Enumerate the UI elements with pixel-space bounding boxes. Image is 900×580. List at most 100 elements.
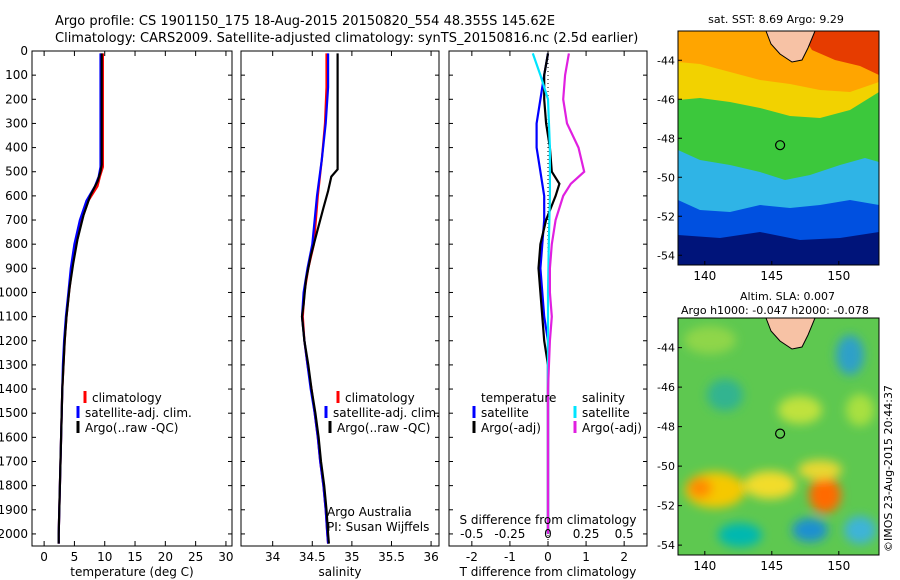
y-tick-label: 600 xyxy=(5,189,28,203)
salinity-note-line-1: Argo Australia xyxy=(327,505,412,519)
salinity-note-line-2: PI: Susan Wijffels xyxy=(327,520,429,534)
x-tick-label: 140 xyxy=(693,559,716,573)
sst-map-field xyxy=(678,31,879,265)
x-tick-label: 145 xyxy=(760,559,783,573)
salinity-legend: climatology satellite-adj. clim. Argo(..… xyxy=(324,391,440,435)
x-tick-label: 10 xyxy=(97,550,112,564)
y-tick-label: 1800 xyxy=(0,479,28,493)
y-tick-label: 1200 xyxy=(0,334,28,348)
legend-label-satellite: satellite-adj. clim. xyxy=(85,406,192,420)
x-tick-label: 36 xyxy=(423,550,438,564)
legend-label-t-satellite: satellite xyxy=(481,406,529,420)
difference-panel: -2 -1 0 1 2 temperature salinity satellite A… xyxy=(448,50,648,579)
y-tick-label: 1100 xyxy=(0,310,28,324)
series-line-argo-raw-qc- xyxy=(57,53,103,544)
y-tick-label: 200 xyxy=(5,92,28,106)
series-line-t-argo-adj- xyxy=(537,53,561,534)
y-tick-label: 1400 xyxy=(0,382,28,396)
y-tick-label: 100 xyxy=(5,68,28,82)
sla-map-title-line-1: Altim. SLA: 0.007 xyxy=(740,290,835,303)
series-line-argo-raw-qc- xyxy=(300,53,339,544)
x-tick-label: 34 xyxy=(265,550,280,564)
sst-map-title: sat. SST: 8.69 Argo: 9.29 xyxy=(708,13,844,26)
y-tick-label: 0 xyxy=(20,44,28,58)
difference-xlabel-top: S difference from climatology xyxy=(460,513,637,527)
difference-ticks: -2 -1 0 1 2 xyxy=(449,50,647,564)
y-tick-label: 700 xyxy=(5,213,28,227)
x-tick-label: 0 xyxy=(544,550,552,564)
x-tick-label: 0 xyxy=(40,550,48,564)
legend-header-temperature: temperature xyxy=(481,391,556,405)
y-tick-label: -52 xyxy=(657,210,675,223)
sla-map-ticks: 140 145 150 -44 -46 -48 -50 -52 -54 xyxy=(657,342,850,573)
salinity-xlabel: salinity xyxy=(318,565,361,579)
x-tick-label: 35 xyxy=(344,550,359,564)
tasmania-land xyxy=(765,318,816,350)
salinity-axes xyxy=(240,50,440,547)
legend-label-argo: Argo(..raw -QC) xyxy=(337,421,430,435)
sla-map-field xyxy=(678,318,879,555)
x-tick-label-s: 0.25 xyxy=(573,527,600,541)
y-tick-label: 1900 xyxy=(0,503,28,517)
sla-map-title-line-2: Argo h1000: -0.047 h2000: -0.078 xyxy=(681,304,869,317)
x-tick-label: 145 xyxy=(760,269,783,283)
x-tick-label: 150 xyxy=(827,559,850,573)
x-tick-label: 5 xyxy=(71,550,79,564)
y-tick-label: -44 xyxy=(657,342,675,355)
sst-hot-band xyxy=(800,31,879,75)
y-tick-label: 300 xyxy=(5,116,28,130)
legend-label-s-satellite: satellite xyxy=(582,406,630,420)
sst-map-panel: sat. SST: 8.69 Argo: 9.29 140 145 150 -44 -4… xyxy=(657,13,880,283)
x-tick-label-s: 0 xyxy=(544,527,552,541)
x-tick-label: 1 xyxy=(582,550,590,564)
temperature-xlabel: temperature (deg C) xyxy=(70,565,193,579)
float-position-marker xyxy=(775,428,786,439)
difference-legend: temperature salinity satellite Argo(-adj… xyxy=(472,391,642,435)
x-tick-label: 150 xyxy=(827,269,850,283)
y-tick-label: -48 xyxy=(657,421,675,434)
legend-label-argo: Argo(..raw -QC) xyxy=(85,421,178,435)
x-tick-label: 20 xyxy=(158,550,173,564)
y-tick-label: 400 xyxy=(5,141,28,155)
y-tick-label: 500 xyxy=(5,165,28,179)
salinity-panel: 34 34.5 35 35.5 36 climatology satellite-adj… xyxy=(240,50,440,579)
y-tick-label: 1700 xyxy=(0,454,28,468)
x-tick-label-s: -0.25 xyxy=(494,527,525,541)
x-tick-label: 2 xyxy=(620,550,628,564)
tasmania-land xyxy=(765,31,816,63)
imos-credit: ©IMOS 23-Aug-2015 20:44:37 xyxy=(882,385,895,552)
y-tick-label: 1500 xyxy=(0,406,28,420)
x-tick-label: 15 xyxy=(127,550,142,564)
title-line-2: Climatology: CARS2009. Satellite-adjuste… xyxy=(55,31,638,46)
difference-s-ticks: -0.5 -0.25 0 0.25 0.5 xyxy=(460,527,634,541)
temperature-axes xyxy=(31,50,233,547)
y-tick-label: -54 xyxy=(657,539,675,552)
legend-label-satellite: satellite-adj. clim. xyxy=(333,406,440,420)
y-tick-label: -46 xyxy=(657,93,675,106)
salinity-series xyxy=(300,53,339,544)
y-tick-label: 1600 xyxy=(0,430,28,444)
temperature-series xyxy=(57,53,105,544)
y-tick-label: -44 xyxy=(657,54,675,67)
y-tick-label: -46 xyxy=(657,381,675,394)
x-tick-label: -1 xyxy=(504,550,516,564)
y-tick-label: -54 xyxy=(657,249,675,262)
x-tick-label: 140 xyxy=(693,269,716,283)
y-tick-label: -50 xyxy=(657,171,675,184)
float-position-marker xyxy=(775,140,786,151)
sst-map-ticks: 140 145 150 -44 -46 -48 -50 -52 -54 xyxy=(657,54,850,283)
sla-map-axes xyxy=(677,317,880,556)
x-tick-label-s: -0.5 xyxy=(460,527,483,541)
difference-xlabel: T difference from climatology xyxy=(459,565,637,579)
legend-label-climatology: climatology xyxy=(92,391,162,405)
salinity-ticks: 34 34.5 35 35.5 36 xyxy=(241,50,439,564)
x-tick-label: 25 xyxy=(188,550,203,564)
sst-coldest-band xyxy=(678,232,879,265)
y-tick-label: -48 xyxy=(657,132,675,145)
legend-header-salinity: salinity xyxy=(582,391,625,405)
sla-map-panel: Altim. SLA: 0.007 Argo h1000: -0.047 h20… xyxy=(657,290,880,573)
x-tick-label: -2 xyxy=(466,550,478,564)
series-line-s-argo-adj- xyxy=(546,53,586,534)
difference-series xyxy=(531,53,586,534)
